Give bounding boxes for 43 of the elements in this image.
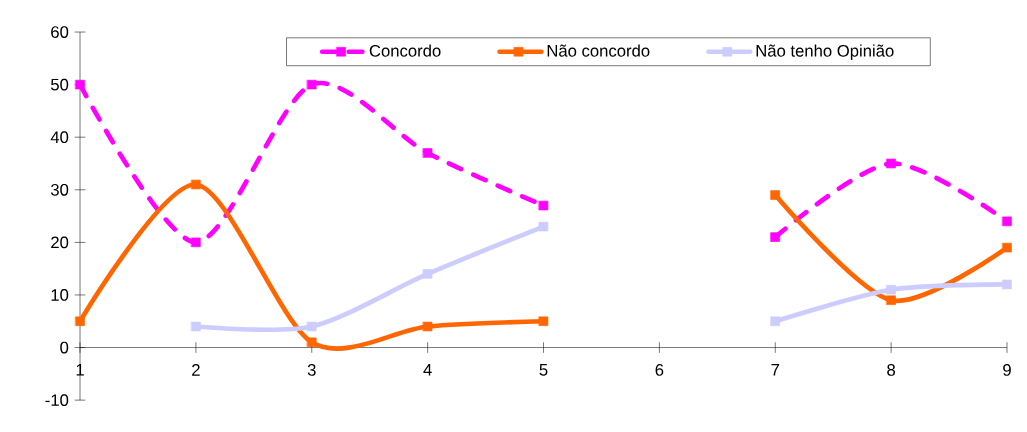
y-tick-label: -10	[45, 394, 69, 406]
point	[538, 316, 549, 326]
point	[886, 284, 896, 295]
y-tick-label: 30	[50, 183, 69, 196]
y-tick-label: 20	[51, 236, 69, 249]
legend-label: Não tenho Opinião	[756, 44, 894, 60]
point	[1002, 242, 1012, 253]
y-tick-label: 60	[51, 26, 69, 38]
point	[422, 269, 433, 279]
point	[770, 190, 780, 200]
x-tick-label: 6	[655, 363, 664, 376]
point	[191, 237, 201, 248]
y-tick-label: 0	[60, 341, 69, 354]
y-tick-label: 40	[50, 131, 69, 144]
point	[1002, 279, 1012, 290]
point	[886, 158, 896, 169]
point	[422, 148, 433, 158]
point	[307, 337, 317, 347]
point	[886, 295, 896, 305]
point	[307, 321, 317, 332]
y-tick-label: 10	[51, 289, 69, 301]
legend-label: Concordo	[369, 44, 441, 57]
point	[191, 179, 201, 190]
point	[538, 200, 549, 211]
point	[422, 321, 433, 332]
x-tick-label: 8	[887, 363, 896, 376]
x-tick-label: 2	[192, 363, 200, 376]
point	[770, 316, 780, 326]
x-tick-label: 1	[76, 363, 84, 376]
x-tick-label: 7	[771, 363, 780, 376]
x-tick-label: 3	[307, 363, 316, 376]
point	[307, 79, 317, 90]
point	[75, 79, 85, 90]
legend-label: Não concordo	[547, 44, 650, 57]
point	[1002, 216, 1012, 227]
point	[75, 316, 85, 326]
x-tick-label: 9	[1003, 363, 1011, 376]
point	[191, 321, 201, 332]
x-tick-label: 5	[539, 363, 548, 376]
x-tick-label: 4	[423, 363, 432, 376]
y-tick-label: 50	[50, 78, 69, 91]
point	[538, 221, 549, 232]
point	[770, 232, 780, 242]
